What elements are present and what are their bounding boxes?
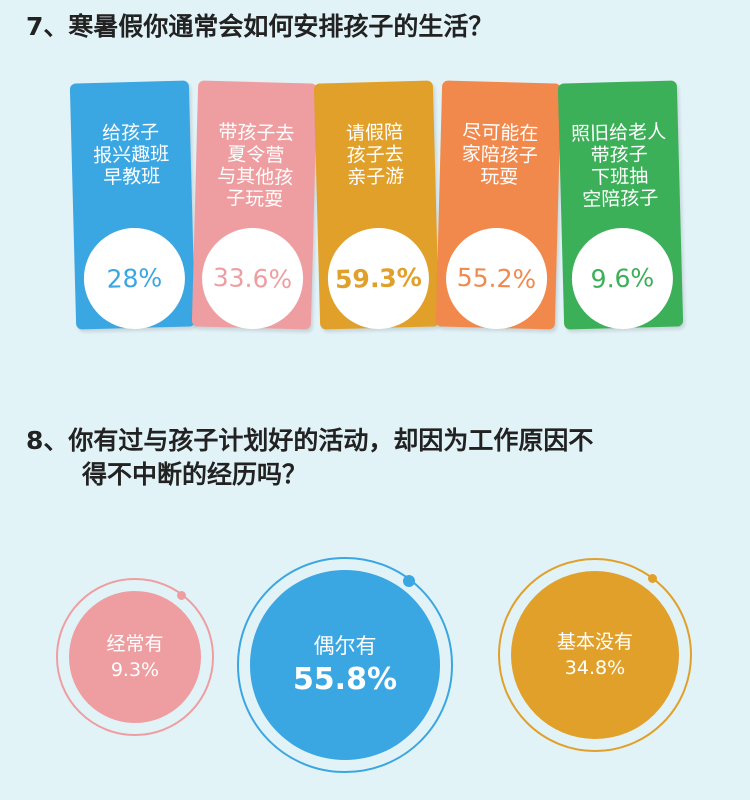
option-card: 给孩子 报兴趣班 早教班 28%: [69, 80, 196, 331]
option-label: 给孩子 报兴趣班 早教班: [92, 121, 170, 189]
answer-percent: 55.8%: [292, 661, 398, 697]
answer-ring-dot: [176, 591, 186, 601]
answer-percent: 34.8%: [564, 656, 626, 679]
answer-ring: [237, 557, 453, 773]
option-percent: 9.6%: [570, 226, 675, 331]
option-card: 带孩子去 夏令营 与其他孩 子玩耍 33.6%: [191, 80, 318, 331]
question-7-title: 7、寒暑假你通常会如何安排孩子的生活？: [26, 12, 494, 41]
answer-disc: 经常有 9.3%: [69, 591, 201, 723]
option-label: 请假陪 孩子去 亲子游: [345, 121, 405, 189]
question-8-title: 8、你有过与孩子计划好的活动，却因为工作原因不 得不中断的经历吗？: [26, 424, 726, 492]
answer-label: 偶尔有: [313, 633, 377, 658]
answer-ring: [497, 557, 693, 753]
answer-ring-dot: [402, 574, 415, 587]
answer-percent: 9.3%: [110, 658, 160, 681]
answer-label: 基本没有: [556, 630, 633, 653]
question-8-bubbles: 经常有 9.3% 偶尔有 55.8% 基本没有 34.8%: [0, 557, 750, 800]
option-card: 照旧给老人 带孩子 下班抽 空陪孩子 9.6%: [557, 80, 684, 331]
answer-ring: [56, 578, 214, 736]
option-percent: 33.6%: [200, 226, 305, 331]
option-card: 请假陪 孩子去 亲子游 59.3%: [313, 80, 440, 331]
option-label: 照旧给老人 带孩子 下班抽 空陪孩子: [570, 120, 667, 211]
answer-disc: 基本没有 34.8%: [510, 570, 680, 740]
answer-disc: 偶尔有 55.8%: [250, 570, 440, 760]
option-percent: 55.2%: [444, 226, 549, 331]
option-label: 带孩子去 夏令营 与其他孩 子玩耍: [216, 121, 295, 211]
question-7-cards: 给孩子 报兴趣班 早教班 28% 带孩子去 夏令营 与其他孩 子玩耍 33.6% 请假陪…: [69, 80, 684, 331]
answer-label: 经常有: [106, 632, 164, 655]
option-card: 尽可能在 家陪孩子 玩耍 55.2%: [435, 80, 562, 331]
question-8-title-line2: 得不中断的经历吗？: [82, 460, 308, 489]
answer-ring-dot: [647, 574, 657, 584]
question-8-title-line1: 8、你有过与孩子计划好的活动，却因为工作原因不: [26, 426, 594, 455]
option-percent: 28%: [82, 226, 187, 331]
option-label: 尽可能在 家陪孩子 玩耍: [461, 121, 539, 189]
option-percent: 59.3%: [326, 226, 431, 331]
